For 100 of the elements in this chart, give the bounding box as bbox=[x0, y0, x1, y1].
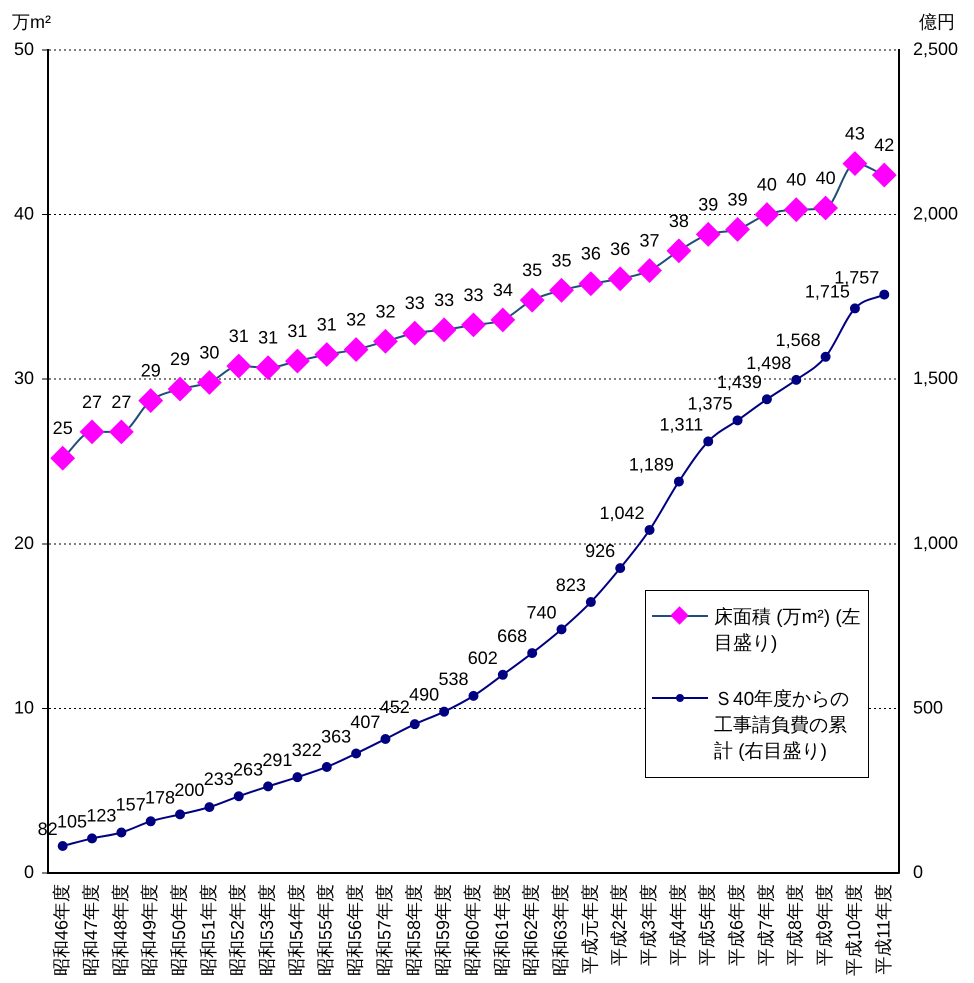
x-tick-label: 昭和48年度 bbox=[110, 884, 130, 976]
x-tick-label: 昭和62年度 bbox=[521, 884, 542, 976]
point bbox=[314, 342, 339, 366]
x-tick-label: 平成9年度 bbox=[814, 884, 835, 966]
y2-tick-label: 1,000 bbox=[912, 532, 958, 553]
data-label: 363 bbox=[321, 726, 352, 746]
data-label: 31 bbox=[228, 326, 249, 346]
point bbox=[373, 329, 398, 354]
data-label: 200 bbox=[174, 780, 204, 800]
point bbox=[666, 238, 691, 263]
point bbox=[644, 524, 655, 535]
point bbox=[461, 312, 486, 337]
point bbox=[410, 719, 420, 730]
data-label: 291 bbox=[262, 750, 292, 770]
y-tick-label: 20 bbox=[14, 532, 34, 553]
point bbox=[432, 318, 456, 342]
point bbox=[204, 802, 214, 812]
data-label: 538 bbox=[438, 668, 468, 689]
point bbox=[820, 352, 831, 362]
point bbox=[439, 706, 450, 717]
data-label: 42 bbox=[874, 135, 894, 156]
data-label: 30 bbox=[199, 342, 220, 362]
data-label: 27 bbox=[111, 392, 132, 412]
y-tick-label: 0 bbox=[24, 862, 34, 882]
point bbox=[292, 772, 302, 782]
data-label: 1,042 bbox=[599, 502, 645, 523]
x-tick-label: 昭和57年度 bbox=[374, 884, 394, 976]
point bbox=[80, 420, 104, 444]
data-label: 40 bbox=[756, 174, 777, 195]
point bbox=[754, 202, 779, 227]
y2-tick-label: 0 bbox=[912, 862, 923, 882]
x-tick-label: 昭和58年度 bbox=[404, 884, 424, 976]
x-tick-label: 昭和52年度 bbox=[228, 884, 248, 976]
data-label: 602 bbox=[468, 648, 498, 668]
point bbox=[814, 196, 838, 220]
y-tick-label: 50 bbox=[14, 38, 34, 59]
data-label: 40 bbox=[816, 168, 836, 188]
data-label: 1,375 bbox=[688, 393, 733, 414]
data-label: 33 bbox=[463, 284, 484, 305]
point bbox=[58, 840, 68, 851]
point bbox=[726, 217, 750, 242]
data-label: 926 bbox=[585, 541, 616, 562]
point bbox=[550, 278, 574, 302]
x-tick-label: 平成8年度 bbox=[785, 884, 806, 966]
x-tick-label: 昭和47年度 bbox=[81, 884, 102, 976]
y-tick-label: 10 bbox=[14, 697, 34, 718]
data-label: 39 bbox=[728, 189, 748, 210]
data-label: 29 bbox=[170, 349, 190, 370]
y2-tick-label: 500 bbox=[912, 697, 944, 718]
x-tick-label: 昭和63年度 bbox=[550, 884, 570, 976]
data-label: 32 bbox=[346, 310, 366, 330]
x-tick-label: 昭和56年度 bbox=[345, 884, 366, 976]
data-label: 105 bbox=[56, 811, 88, 832]
point bbox=[50, 446, 75, 470]
x-tick-label: 平成5年度 bbox=[697, 884, 718, 966]
point bbox=[116, 827, 126, 838]
data-label: 740 bbox=[526, 602, 557, 622]
x-tick-label: 平成7年度 bbox=[756, 884, 776, 966]
x-tick-label: 昭和55年度 bbox=[316, 884, 336, 976]
legend-label: Ｓ40年度からの工事請負費の累計 (右目盛り) bbox=[714, 688, 850, 764]
data-label: 27 bbox=[82, 392, 102, 412]
point bbox=[402, 321, 427, 346]
data-label: 43 bbox=[844, 124, 865, 144]
data-label: 823 bbox=[556, 575, 586, 596]
x-tick-label: 平成11年度 bbox=[873, 884, 894, 975]
data-label: 33 bbox=[434, 290, 454, 310]
data-label: 31 bbox=[287, 321, 308, 342]
point bbox=[344, 338, 368, 362]
x-tick-label: 昭和50年度 bbox=[169, 884, 190, 976]
point bbox=[615, 563, 626, 574]
point bbox=[226, 354, 251, 378]
x-tick-label: 昭和61年度 bbox=[492, 884, 512, 976]
data-label: 178 bbox=[145, 787, 176, 808]
x-tick-label: 昭和60年度 bbox=[462, 884, 482, 976]
data-label: 263 bbox=[233, 759, 264, 780]
point bbox=[146, 816, 156, 826]
data-label: 452 bbox=[380, 697, 410, 718]
x-tick-label: 平成6年度 bbox=[726, 884, 747, 966]
point bbox=[732, 415, 743, 426]
x-tick-label: 平成10年度 bbox=[844, 884, 864, 976]
point bbox=[638, 258, 662, 283]
data-label: 1,498 bbox=[746, 352, 792, 373]
point bbox=[263, 781, 274, 792]
point bbox=[87, 833, 98, 844]
point bbox=[351, 748, 362, 758]
data-label: 1,311 bbox=[660, 414, 704, 434]
data-label: 35 bbox=[522, 260, 542, 280]
data-label: 38 bbox=[668, 210, 689, 231]
x-tick-label: 平成2年度 bbox=[609, 884, 630, 966]
data-label: 31 bbox=[258, 328, 278, 348]
data-label: 29 bbox=[140, 360, 161, 381]
point bbox=[850, 303, 860, 314]
point bbox=[468, 690, 478, 701]
data-label: 1,189 bbox=[628, 454, 674, 475]
x-tick-label: 昭和53年度 bbox=[257, 884, 278, 976]
point bbox=[556, 624, 567, 634]
point bbox=[138, 388, 163, 413]
point bbox=[791, 374, 802, 385]
x-tick-label: 平成3年度 bbox=[638, 884, 659, 966]
data-label: 123 bbox=[86, 805, 116, 826]
